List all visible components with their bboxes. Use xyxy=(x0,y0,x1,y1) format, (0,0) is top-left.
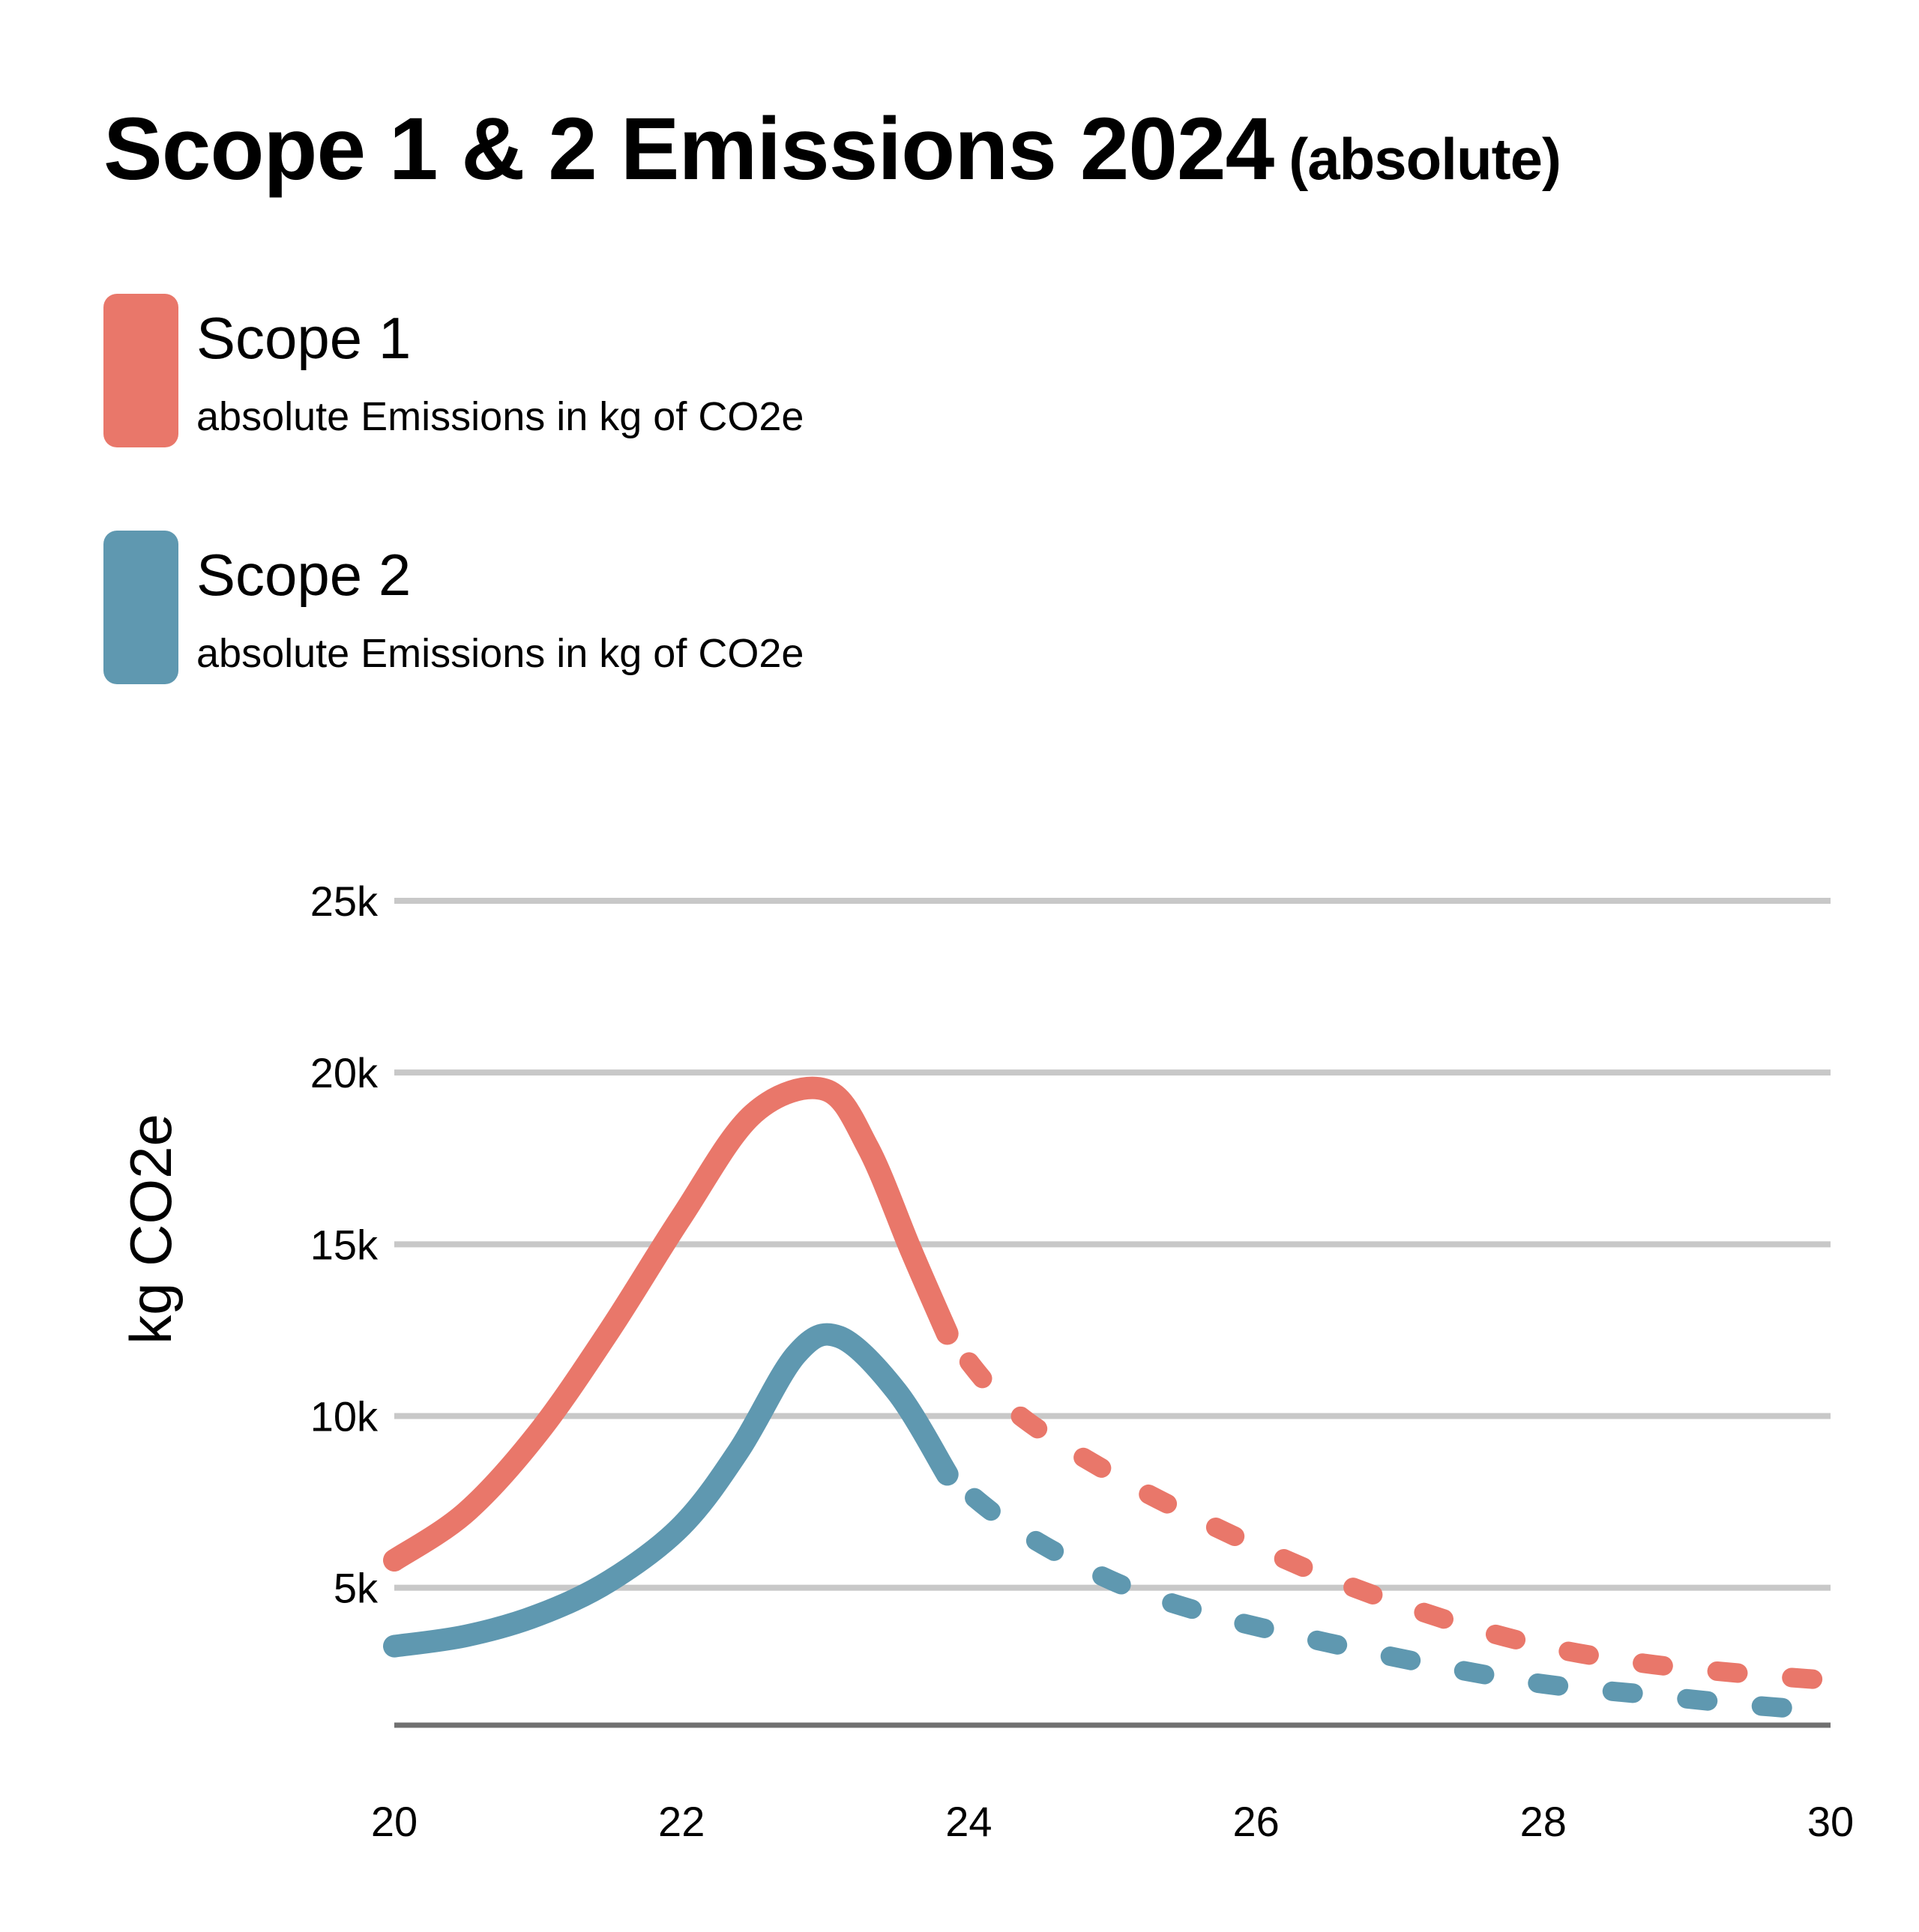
y-tick-label-15k: 15k xyxy=(310,1221,379,1268)
y-tick-labels: 5k 10k 15k 20k 25k xyxy=(310,878,379,1612)
x-tick-labels: 20 22 24 26 28 30 xyxy=(371,1798,1854,1845)
legend-swatch-scope-1 xyxy=(103,294,178,447)
x-tick-label-26: 26 xyxy=(1232,1798,1279,1845)
chart-title-main: Scope 1 & 2 Emissions 2024 xyxy=(103,100,1274,199)
y-tick-label-20k: 20k xyxy=(310,1049,379,1096)
y-tick-label-5k: 5k xyxy=(334,1565,379,1612)
legend-swatch-scope-2 xyxy=(103,531,178,684)
series-line-scope-2-actual xyxy=(383,1323,959,1658)
legend-item-scope-1: Scope 1 absolute Emissions in kg of CO2e xyxy=(103,294,1078,447)
series-line-scope-2-projected xyxy=(937,1464,1840,1721)
y-tick-label-25k: 25k xyxy=(310,878,379,925)
grid-lines xyxy=(394,898,1831,1591)
chart-title-suffix: (absolute) xyxy=(1289,126,1561,192)
x-tick-label-20: 20 xyxy=(371,1798,418,1845)
legend-desc-scope-1: absolute Emissions in kg of CO2e xyxy=(196,394,804,439)
legend-desc-scope-2: absolute Emissions in kg of CO2e xyxy=(196,631,804,676)
legend-name-scope-2: Scope 2 xyxy=(196,542,412,608)
y-axis-label: kg CO2e xyxy=(118,1114,184,1344)
legend-name-scope-1: Scope 1 xyxy=(196,305,412,371)
chart-title: Scope 1 & 2 Emissions 2024 (absolute) xyxy=(103,105,1561,193)
series-line-scope-1-projected xyxy=(937,1323,1840,1691)
legend-item-scope-2: Scope 2 absolute Emissions in kg of CO2e xyxy=(103,531,1078,684)
x-tick-label-24: 24 xyxy=(945,1798,992,1845)
series-line-scope-1-actual xyxy=(383,1076,959,1572)
series-lines xyxy=(383,1076,1840,1721)
y-tick-label-10k: 10k xyxy=(310,1393,379,1440)
x-tick-label-22: 22 xyxy=(658,1798,705,1845)
x-tick-label-30: 30 xyxy=(1807,1798,1854,1845)
x-tick-label-28: 28 xyxy=(1520,1798,1567,1845)
